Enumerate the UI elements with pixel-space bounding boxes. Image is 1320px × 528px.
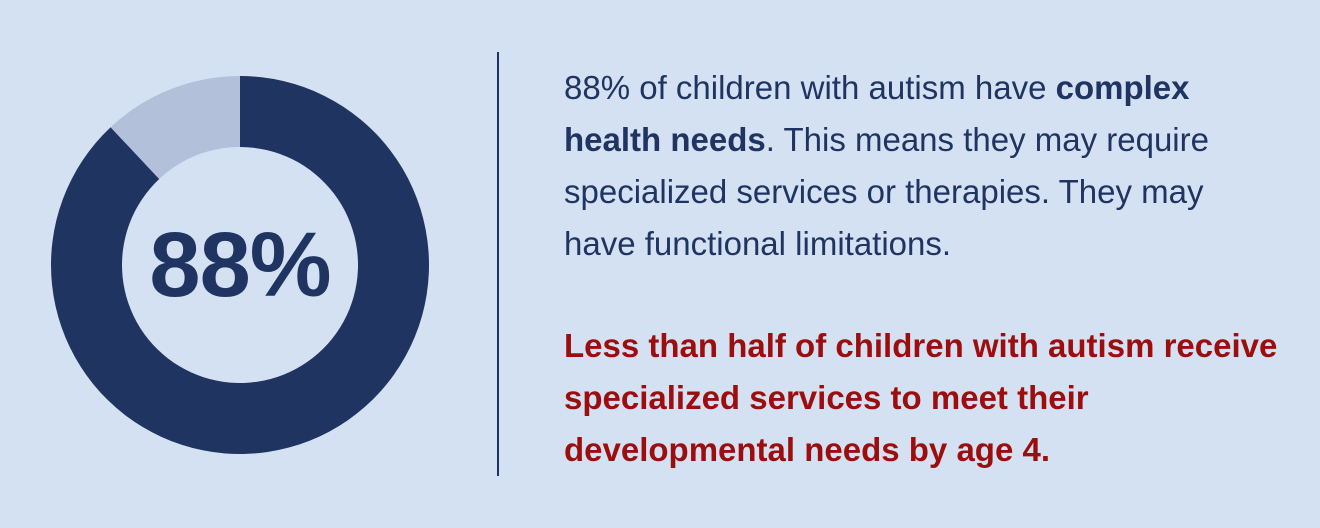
- donut-chart-svg: [50, 76, 429, 454]
- main-text-bold: complex health needs: [564, 69, 1190, 158]
- main-text-suffix: . This means they may require specialize…: [564, 121, 1209, 262]
- donut-center-label: 88%: [149, 213, 331, 316]
- donut-slice-remainder: [110, 76, 240, 179]
- vertical-divider: [497, 52, 499, 476]
- donut-chart: 88%: [50, 75, 430, 455]
- donut-slice-primary: [50, 76, 429, 454]
- main-paragraph: 88% of children with autism have complex…: [564, 62, 1284, 270]
- alert-paragraph: Less than half of children with autism r…: [564, 327, 1278, 468]
- main-text-prefix: 88% of children with autism have: [564, 69, 1056, 106]
- text-block: 88% of children with autism have complex…: [564, 62, 1284, 476]
